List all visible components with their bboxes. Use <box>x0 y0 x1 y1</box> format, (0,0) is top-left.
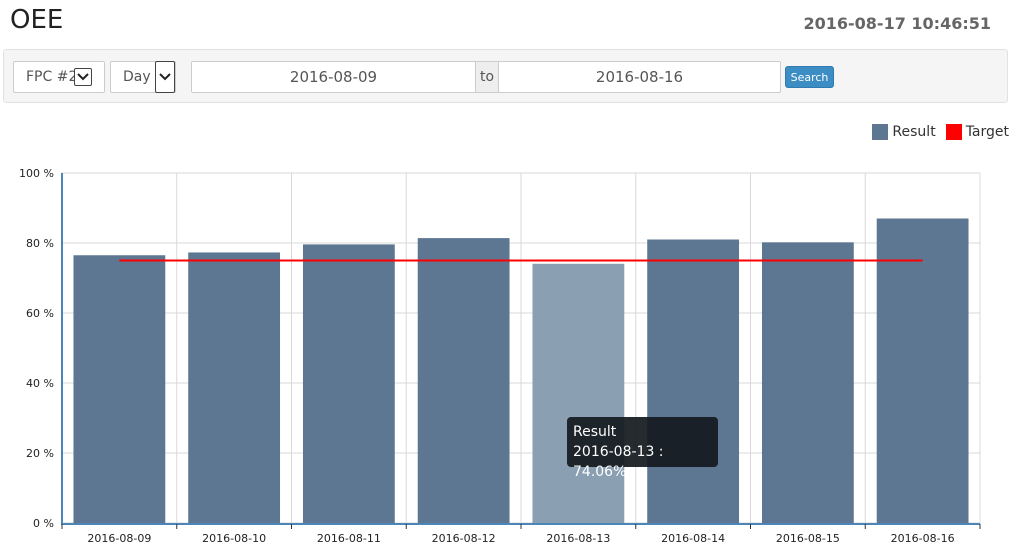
legend-item-target[interactable]: Target <box>945 124 1009 140</box>
chevron-down-icon[interactable] <box>74 68 92 86</box>
bar-result[interactable] <box>647 239 740 524</box>
x-tick-label: 2016-08-11 <box>317 532 381 545</box>
y-tick-label: 60 % <box>26 307 54 320</box>
y-tick-label: 0 % <box>33 517 54 530</box>
period-select[interactable]: Day <box>110 61 176 93</box>
bar-result[interactable] <box>532 263 625 523</box>
legend-swatch-result <box>872 124 889 140</box>
legend-swatch-target <box>945 124 962 140</box>
x-tick-label: 2016-08-14 <box>661 532 725 545</box>
chart-tooltip: Result 2016-08-13 : 74.06% <box>567 417 718 480</box>
bar-result[interactable] <box>188 252 281 523</box>
legend-label-target: Target <box>965 124 1009 140</box>
x-tick-label: 2016-08-16 <box>891 532 955 545</box>
y-tick-label: 100 % <box>19 167 54 180</box>
filter-bar: FPC #2 Day 2016-08-09 to 2016-08-16 Sear… <box>3 49 1008 103</box>
bar-result[interactable] <box>73 255 166 523</box>
bar-result[interactable] <box>417 238 510 523</box>
line-select[interactable]: FPC #2 <box>13 61 105 93</box>
search-button[interactable]: Search <box>785 66 834 88</box>
bar-result[interactable] <box>302 244 395 523</box>
page-title: OEE <box>10 5 64 35</box>
x-tick-label: 2016-08-09 <box>87 532 151 545</box>
from-date-input[interactable]: 2016-08-09 <box>191 61 476 93</box>
to-date-input[interactable]: 2016-08-16 <box>498 61 781 93</box>
x-tick-label: 2016-08-12 <box>432 532 496 545</box>
line-select-value: FPC #2 <box>26 69 78 85</box>
y-tick-label: 80 % <box>26 237 54 250</box>
legend-label-result: Result <box>892 124 936 140</box>
date-range-separator: to <box>475 61 499 93</box>
x-tick-label: 2016-08-10 <box>202 532 266 545</box>
current-datetime: 2016-08-17 10:46:51 <box>803 14 991 33</box>
bar-result[interactable] <box>876 218 969 524</box>
x-tick-label: 2016-08-15 <box>776 532 840 545</box>
x-tick-label: 2016-08-13 <box>546 532 610 545</box>
chart-legend: Result Target <box>862 124 1009 140</box>
y-tick-label: 40 % <box>26 377 54 390</box>
legend-item-result[interactable]: Result <box>872 124 936 140</box>
y-tick-label: 20 % <box>26 447 54 460</box>
bar-result[interactable] <box>761 242 854 524</box>
tooltip-value: 2016-08-13 : 74.06% <box>573 444 664 480</box>
chevron-down-icon[interactable] <box>155 61 175 93</box>
tooltip-series: Result <box>573 424 617 440</box>
period-select-value: Day <box>123 69 151 85</box>
